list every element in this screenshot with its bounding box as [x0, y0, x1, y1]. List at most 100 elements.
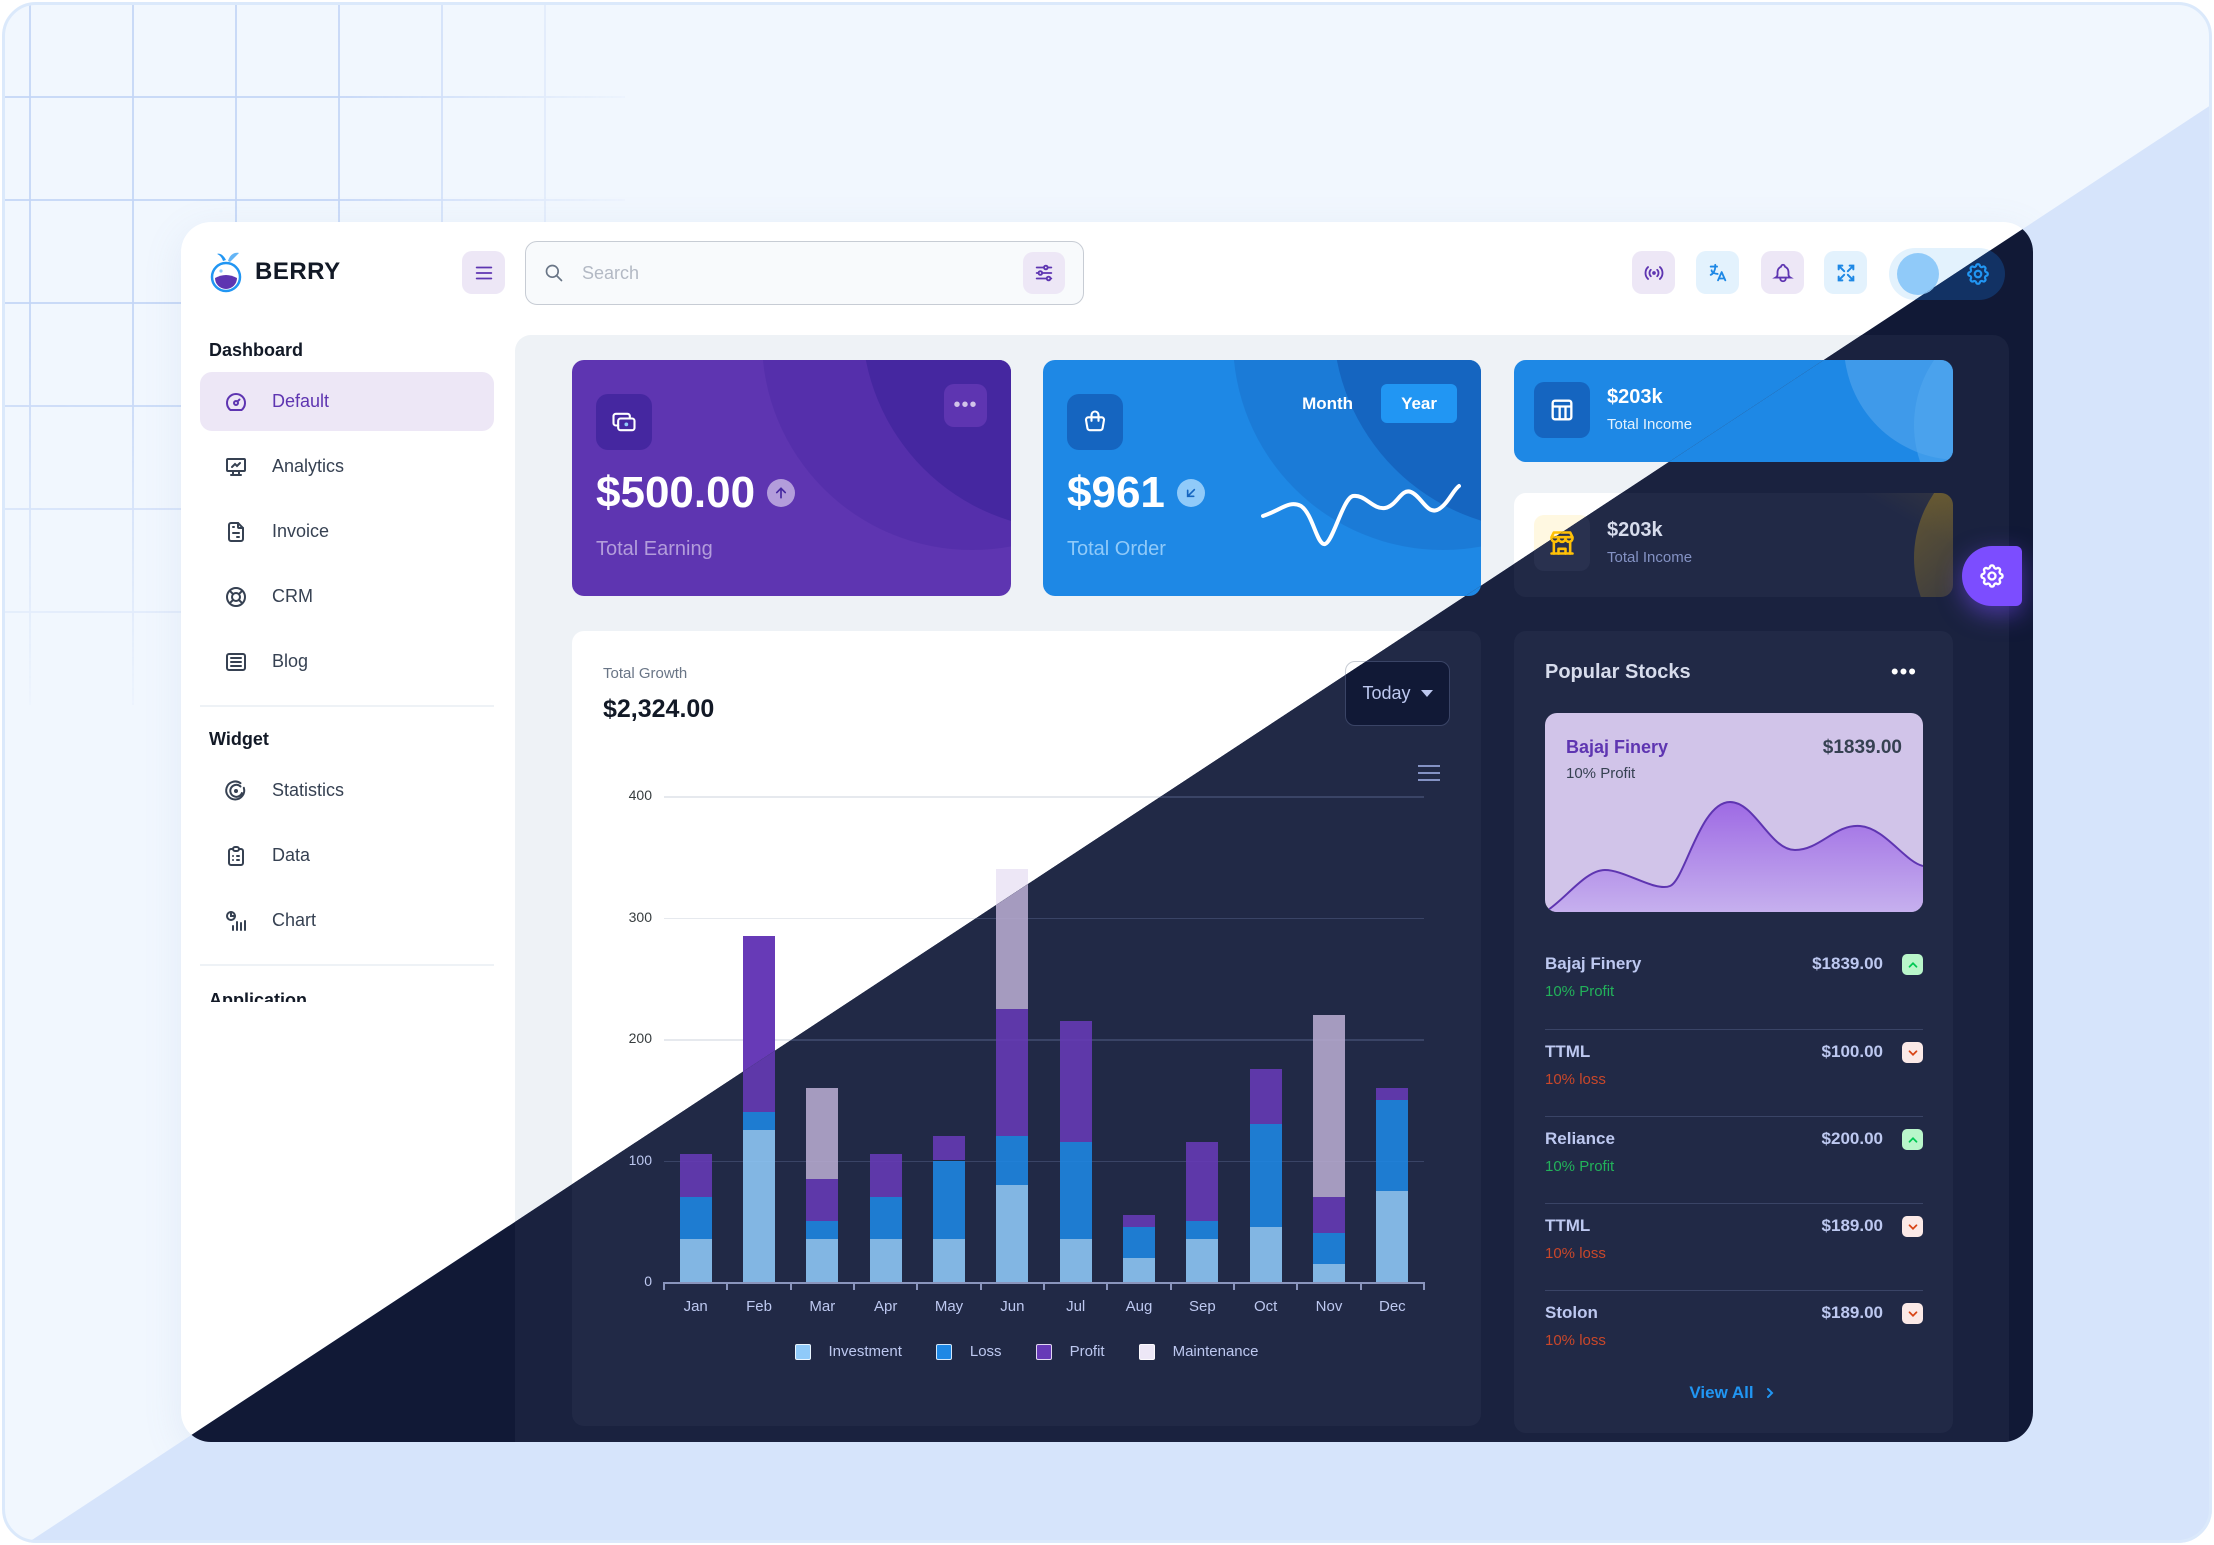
- sidebar-section-application: Application: [209, 990, 307, 1002]
- avatar[interactable]: [1897, 253, 1939, 295]
- bar-segment-profit[interactable]: [1123, 1215, 1155, 1228]
- view-all-link[interactable]: View All: [1514, 1383, 1953, 1403]
- legend-item-investment[interactable]: Investment: [794, 1343, 902, 1360]
- bar-segment-investment[interactable]: [679, 1239, 712, 1282]
- legend-item-maintenance[interactable]: Maintenance: [1138, 1343, 1258, 1360]
- chart-arcs-icon: [225, 780, 246, 800]
- x-axis-tick-label: Nov: [1315, 1298, 1343, 1315]
- stock-row[interactable]: Stolon 10% loss $189.00: [1545, 1290, 1923, 1377]
- bar-segment-loss[interactable]: [933, 1160, 965, 1240]
- logo[interactable]: BERRY: [209, 250, 341, 294]
- bar-segment-profit[interactable]: [1249, 1069, 1282, 1125]
- legend-label: Investment: [828, 1343, 902, 1360]
- bar-segment-loss[interactable]: [679, 1196, 712, 1240]
- legend-item-profit[interactable]: Profit: [1035, 1343, 1105, 1360]
- y-axis-tick-label: 200: [628, 1030, 652, 1046]
- stock-price: $189.00: [1821, 1216, 1883, 1235]
- sidebar-item-data[interactable]: Data: [200, 826, 494, 885]
- bar-segment-investment[interactable]: [1313, 1263, 1345, 1282]
- stocks-more-button[interactable]: •••: [1890, 659, 1917, 684]
- sidebar-item-chart[interactable]: Chart: [200, 891, 494, 950]
- income-label: Total Income: [1607, 549, 1693, 566]
- bar-segment-maintenance[interactable]: [1313, 1014, 1345, 1197]
- bar-segment-profit[interactable]: [1313, 1196, 1345, 1234]
- bar-segment-loss[interactable]: [1249, 1124, 1282, 1228]
- stock-row[interactable]: TTML 10% loss $100.00: [1545, 1029, 1923, 1116]
- gridline: [664, 917, 1424, 919]
- bar-segment-investment[interactable]: [1249, 1227, 1282, 1282]
- bar-segment-investment[interactable]: [806, 1239, 839, 1282]
- bar-segment-profit[interactable]: [806, 1178, 839, 1222]
- bar-segment-investment[interactable]: [1059, 1239, 1092, 1282]
- order-icon-box: [1067, 394, 1123, 450]
- more-dots-icon: •••: [953, 394, 978, 416]
- sidebar-item-default[interactable]: Default: [200, 372, 494, 431]
- earning-more-button[interactable]: •••: [944, 384, 987, 427]
- period-select[interactable]: Today: [1345, 661, 1450, 726]
- bar-segment-profit[interactable]: [996, 1008, 1029, 1137]
- menu-toggle-button[interactable]: [462, 251, 505, 294]
- bar-segment-profit[interactable]: [1186, 1142, 1219, 1222]
- bar-segment-loss[interactable]: [1123, 1227, 1155, 1258]
- hamburger-menu-icon: [475, 266, 492, 279]
- legend-item-loss[interactable]: Loss: [935, 1343, 1002, 1360]
- sidebar-item-statistics[interactable]: Statistics: [200, 761, 494, 820]
- stock-row[interactable]: Bajaj Finery 10% Profit $1839.00: [1545, 942, 1923, 1029]
- x-axis-tick-label: Mar: [809, 1298, 836, 1315]
- stock-name: Stolon: [1545, 1303, 1598, 1322]
- customize-settings-button[interactable]: [1962, 546, 2022, 606]
- search-bar: [525, 241, 1084, 305]
- bar-segment-loss[interactable]: [743, 1111, 775, 1131]
- lifebuoy-icon: [226, 586, 246, 607]
- sidebar-divider: [200, 964, 494, 966]
- toggle-month-button[interactable]: Month: [1282, 384, 1373, 423]
- income-value: $203k: [1607, 519, 1663, 541]
- bar-segment-investment[interactable]: [869, 1239, 902, 1282]
- sidebar-item-label: Chart: [272, 910, 317, 930]
- sidebar: Dashboard Default Analytics Invoice CRM …: [200, 332, 494, 1002]
- notifications-button[interactable]: [1761, 251, 1804, 294]
- bar-segment-loss[interactable]: [806, 1221, 839, 1240]
- sidebar-item-blog[interactable]: Blog: [200, 632, 494, 691]
- bar-segment-loss[interactable]: [996, 1136, 1029, 1185]
- bar-segment-investment[interactable]: [933, 1239, 965, 1282]
- bar-segment-profit[interactable]: [933, 1136, 965, 1161]
- stock-row[interactable]: Reliance 10% Profit $200.00: [1545, 1116, 1923, 1203]
- bar-segment-loss[interactable]: [1186, 1221, 1219, 1240]
- period-toggle: Month Year: [1282, 384, 1457, 423]
- bar-segment-profit[interactable]: [1059, 1020, 1092, 1143]
- bar-segment-investment[interactable]: [1186, 1239, 1219, 1282]
- bar-segment-profit[interactable]: [1376, 1087, 1409, 1100]
- search-filter-button[interactable]: [1023, 252, 1065, 294]
- sidebar-item-crm[interactable]: CRM: [200, 567, 494, 626]
- fullscreen-button[interactable]: [1824, 251, 1867, 294]
- bar-segment-loss[interactable]: [1059, 1142, 1092, 1240]
- chart-menu-button[interactable]: [1418, 765, 1440, 783]
- dashboard-gauge-icon: [226, 392, 246, 411]
- bar-segment-loss[interactable]: [1376, 1099, 1409, 1191]
- sidebar-item-invoice[interactable]: Invoice: [200, 502, 494, 561]
- bar-segment-profit[interactable]: [679, 1154, 712, 1197]
- bar-segment-investment[interactable]: [743, 1130, 775, 1282]
- language-button[interactable]: [1696, 251, 1739, 294]
- bar-segment-profit[interactable]: [869, 1154, 902, 1197]
- toggle-year-button[interactable]: Year: [1381, 384, 1457, 423]
- chart-legend: Investment Loss Profit Maintenance: [572, 1343, 1481, 1360]
- bar-segment-investment[interactable]: [996, 1184, 1029, 1282]
- x-axis-tick-label: May: [934, 1298, 964, 1315]
- bar-segment-loss[interactable]: [1313, 1233, 1345, 1264]
- chevron-down-icon: [1420, 690, 1433, 697]
- sidebar-item-analytics[interactable]: Analytics: [200, 437, 494, 496]
- bar-segment-investment[interactable]: [1123, 1257, 1155, 1282]
- live-broadcast-button[interactable]: [1632, 251, 1675, 294]
- clipboard-data-icon: [228, 845, 244, 866]
- bar-segment-maintenance[interactable]: [806, 1087, 839, 1179]
- x-axis-tick-label: Feb: [746, 1298, 772, 1315]
- bar-segment-loss[interactable]: [869, 1196, 902, 1240]
- search-input[interactable]: [582, 262, 1023, 284]
- translate-icon: [1709, 263, 1726, 281]
- stock-row[interactable]: TTML 10% loss $189.00: [1545, 1203, 1923, 1290]
- order-value: $961: [1067, 468, 1165, 517]
- bar-segment-investment[interactable]: [1376, 1190, 1409, 1282]
- stock-price: $189.00: [1821, 1303, 1883, 1322]
